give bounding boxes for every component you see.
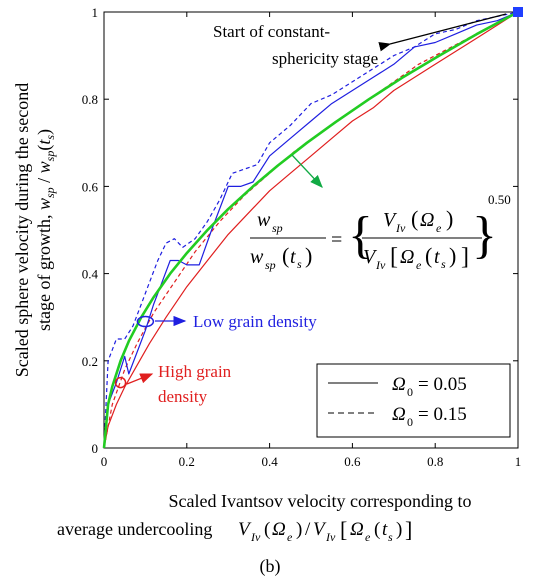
ylabel-line1: Scaled sphere velocity during the second	[12, 83, 32, 377]
ylabel-line2: stage of growth, wsp / wsp(ts)	[34, 129, 57, 331]
svg-text:(: (	[374, 519, 380, 540]
high-marker	[114, 376, 127, 389]
svg-text:): )	[446, 206, 453, 231]
svg-text:Iv: Iv	[395, 221, 406, 235]
svg-text:sp: sp	[272, 221, 283, 235]
svg-text:): )	[396, 519, 402, 540]
svg-text:stage of growth, wsp / wsp(ts): stage of growth, wsp / wsp(ts)	[34, 129, 57, 331]
svg-text:(: (	[282, 243, 289, 268]
svg-text:V: V	[313, 519, 327, 540]
svg-text:s: s	[388, 530, 393, 544]
svg-text:Iv: Iv	[325, 530, 336, 544]
svg-text:w: w	[257, 209, 271, 231]
svg-text:s: s	[297, 257, 302, 271]
svg-text:= 0.05: = 0.05	[418, 374, 467, 395]
high-density-label-line1: High grain	[158, 362, 232, 381]
xlabel-math: V Iv ( Ω e ) / V Iv [ Ω e ( t s ) ]	[238, 517, 412, 544]
x-tick-label: 0.2	[179, 454, 195, 469]
svg-text:e: e	[416, 258, 422, 272]
svg-text:Ω: Ω	[400, 246, 414, 268]
svg-text:= 0.15: = 0.15	[418, 404, 467, 425]
svg-text:(: (	[411, 206, 418, 231]
svg-text:(: (	[264, 519, 270, 540]
y-tick-label: 0.8	[82, 92, 98, 107]
svg-text:s: s	[441, 257, 446, 271]
series-group	[102, 10, 519, 449]
svg-text:V: V	[383, 209, 398, 231]
xlabel-line1: Scaled Ivantsov velocity corresponding t…	[169, 491, 472, 511]
y-tick-label: 0.4	[82, 267, 99, 282]
x-tick-label: 1	[515, 454, 522, 469]
svg-text:{: {	[348, 207, 373, 264]
series-line-red-solid	[103, 11, 519, 449]
equation-arrow	[291, 154, 323, 188]
legend-entry-0: Ω	[392, 374, 406, 395]
xlabel-line2-text: average undercooling	[57, 519, 212, 539]
svg-text:Iv: Iv	[375, 258, 386, 272]
svg-text:[: [	[340, 517, 347, 542]
svg-text:Ω: Ω	[272, 519, 286, 540]
legend: Ω 0 = 0.05 Ω 0 = 0.15	[316, 363, 511, 438]
legend-box	[316, 363, 511, 438]
markers-group	[114, 7, 523, 389]
svg-text:0: 0	[407, 385, 413, 399]
svg-text:t: t	[434, 246, 440, 268]
start-arrow	[378, 13, 507, 52]
x-tick-label: 0.8	[427, 454, 443, 469]
low-density-label: Low grain density	[193, 312, 317, 331]
x-tick-label: 0.4	[261, 454, 278, 469]
y-tick-label: 1	[92, 5, 99, 20]
plot-frame	[103, 11, 519, 449]
svg-text:t: t	[290, 246, 296, 268]
low-marker	[136, 315, 155, 328]
svg-text:): )	[305, 243, 312, 268]
legend-entry-1: Ω	[392, 404, 406, 425]
svg-text:/: /	[305, 519, 311, 540]
start-annotation-line2: sphericity stage	[272, 49, 378, 68]
start-annotation-line1: Start of constant-	[213, 22, 330, 41]
high-density-label-line2: density	[158, 387, 208, 406]
svg-text:0: 0	[407, 415, 413, 429]
start-marker	[513, 7, 523, 17]
svg-text:(: (	[425, 243, 432, 268]
svg-text:Iv: Iv	[250, 530, 261, 544]
svg-text:e: e	[436, 221, 442, 235]
svg-text:Ω: Ω	[420, 209, 434, 231]
high-density-arrow	[126, 373, 154, 385]
svg-text:[: [	[390, 244, 398, 270]
series-line-green-thick	[102, 10, 519, 449]
y-tick-label: 0	[92, 441, 99, 456]
svg-text:}: }	[472, 207, 497, 264]
svg-text:e: e	[287, 530, 293, 544]
y-tick-label: 0.2	[82, 354, 98, 369]
svg-text:V: V	[238, 519, 252, 540]
equation-exponent: 0.50	[488, 192, 511, 207]
svg-text:w: w	[250, 246, 264, 268]
svg-text:sp: sp	[265, 258, 276, 272]
svg-text:]: ]	[405, 517, 412, 542]
equation: w sp w sp ( t s ) = { V Iv ( Ω e ) V Iv …	[250, 192, 511, 272]
x-tick-label: 0	[101, 454, 108, 469]
x-tick-label: 0.6	[344, 454, 361, 469]
y-tick-label: 0.6	[82, 179, 99, 194]
svg-text:): )	[449, 243, 456, 268]
svg-text:): )	[296, 519, 302, 540]
svg-text:Ω: Ω	[350, 519, 364, 540]
caption: (b)	[260, 556, 281, 577]
svg-text:t: t	[382, 519, 388, 540]
svg-text:=: =	[331, 229, 342, 251]
axis-ticks: 0 0.2 0.4 0.6 0.8 1 0 0.2 0.4 0.6 0.8 1	[82, 5, 522, 469]
svg-text:]: ]	[461, 244, 469, 270]
series-line-blue-solid	[103, 11, 519, 449]
svg-text:e: e	[365, 530, 371, 544]
svg-text:V: V	[363, 246, 378, 268]
